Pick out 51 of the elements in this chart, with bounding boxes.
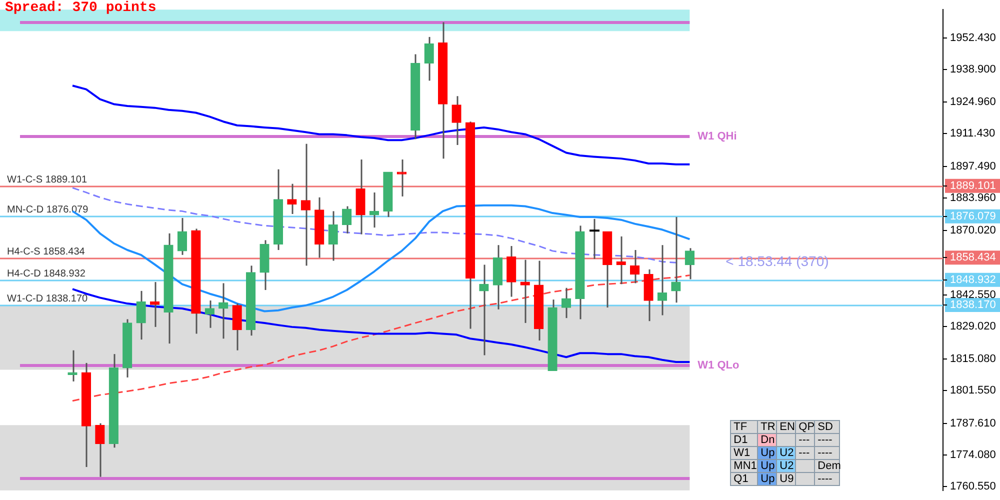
y-tick-label: 1938.900 [950,63,996,76]
candlestick [300,143,310,266]
ref-line-label: H4-C-S 1858.434 [7,246,86,258]
y-tick-label: 1858.434 [950,252,996,264]
candlestick [287,183,297,215]
y-tick-label: 1848.932 [950,274,996,286]
candlestick [177,217,188,256]
y-tick-label: 1897.490 [950,160,996,172]
y-tick-label: 1889.101 [950,180,996,192]
y-tick-label: 1815.080 [950,353,996,366]
y-tick-label: 1952.430 [950,32,996,44]
candlestick [424,36,434,82]
candlestick [218,282,228,340]
y-tick-label: 1838.170 [950,299,996,312]
candlestick [657,244,668,316]
y-tick-label: 1829.020 [950,320,996,332]
candlestick [95,422,105,478]
ref-line-label: W1-C-S 1889.101 [7,174,88,186]
y-tick-label: 1801.550 [950,384,996,397]
y-tick-label: 1883.960 [950,192,996,204]
ref-line-label: W1 QLo [698,360,740,372]
candlestick [671,216,681,304]
candlestick [136,290,146,340]
candlestick [68,350,78,382]
candlestick [452,95,462,146]
y-tick-label: 1870.020 [950,224,996,237]
status-table: TF TR EN QP SD D1 Dn --- ---- W1 Up U2 --- ---- MN1 Up U2 Dem Q1 Up U9 ---- [730,420,840,486]
candlestick [630,249,640,284]
y-tick-label: 1842.550 [950,288,996,301]
candlestick [204,300,214,329]
candlestick [342,206,352,234]
candlestick [561,287,572,319]
y-tick-label: 1924.960 [950,96,996,108]
y-tick-label: 1774.080 [950,448,996,461]
candlestick [506,245,516,298]
ref-line-label: W1 QHi [698,130,737,143]
y-tick-label: 1787.610 [950,417,996,430]
y-tick-label: 1760.550 [950,480,996,493]
candlestick [479,264,489,356]
ref-line-label: MN-C-D 1876.079 [7,204,89,216]
candlestick [369,192,380,228]
candlestick [520,259,530,324]
candlestick [328,210,338,262]
y-tick-label: 1911.430 [950,128,996,140]
candlestick [232,302,242,352]
ref-line-label: H4-C-D 1848.932 [7,268,86,280]
candlestick [396,158,406,198]
y-tick-label: 1876.079 [950,210,996,222]
ref-line-label: W1-C-D 1838.170 [7,293,88,304]
annotation: Spread: 370 points [5,0,156,16]
candlestick [150,281,160,328]
